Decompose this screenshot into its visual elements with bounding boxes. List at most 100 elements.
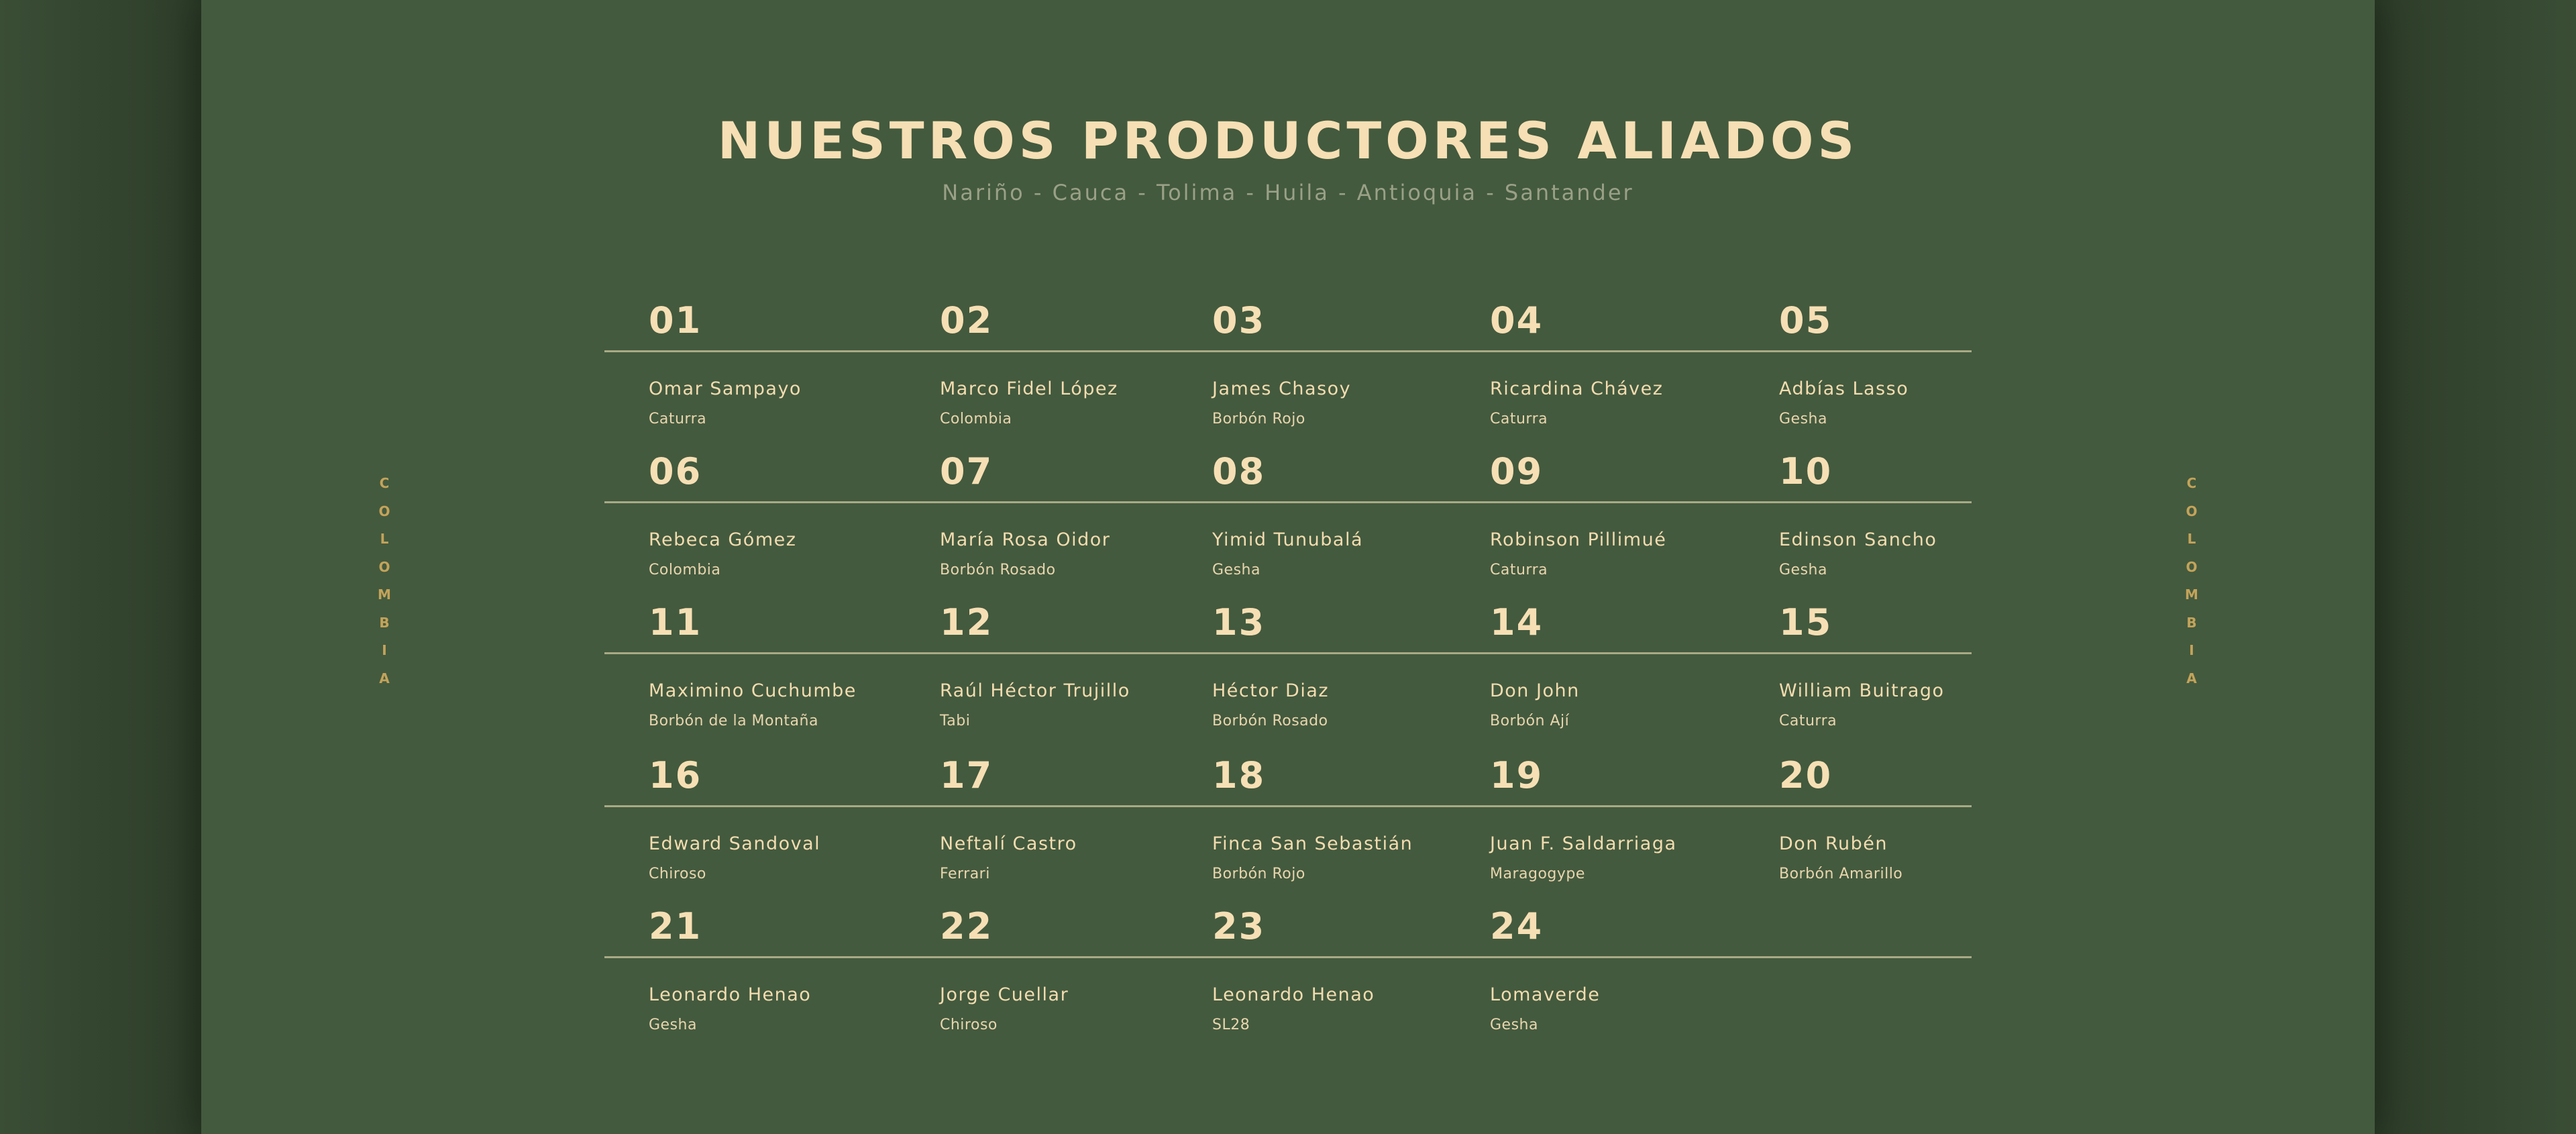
producer-variety: Borbón Ají: [1490, 713, 1570, 729]
producer-variety: Borbón Amarillo: [1779, 866, 1903, 882]
producer-variety: Borbón Rojo: [1212, 411, 1305, 427]
producer-variety: Gesha: [649, 1017, 697, 1033]
producer-number: 14: [1490, 601, 1544, 643]
producer-variety: Chiroso: [940, 1017, 998, 1033]
producer-variety: Borbón de la Montaña: [649, 713, 818, 729]
producer-number: 08: [1212, 450, 1266, 493]
side-letter: O: [2186, 558, 2198, 575]
producer-variety: Caturra: [1490, 562, 1548, 578]
producer-name: Edinson Sancho: [1779, 529, 1937, 550]
producer-row: 06 Rebeca Gómez Colombia 07 María Rosa Oidor…: [604, 450, 1972, 603]
producer-number: 05: [1779, 299, 1833, 342]
producer-variety: Caturra: [649, 411, 707, 427]
producer-number: 23: [1212, 905, 1266, 947]
producer-number: 19: [1490, 754, 1544, 796]
producer-name: Don John: [1490, 680, 1580, 701]
producer-number: 17: [940, 754, 994, 796]
side-letter: A: [379, 670, 390, 686]
producer-number: 13: [1212, 601, 1266, 643]
producer-name: María Rosa Oidor: [940, 529, 1111, 550]
producer-name: James Chasoy: [1212, 378, 1352, 399]
side-letter: O: [378, 558, 390, 575]
side-letter: C: [379, 475, 390, 491]
producer-row: 21 Leonardo Henao Gesha 22 Jorge Cuellar Chir…: [604, 905, 1972, 1058]
producer-number: 12: [940, 601, 994, 643]
producer-number: 22: [940, 905, 994, 947]
side-letter: I: [382, 642, 387, 658]
producer-row: 11 Maximino Cuchumbe Borbón de la Montaña 1…: [604, 601, 1972, 754]
row-divider: [604, 350, 1972, 352]
page-title: NUESTROS PRODUCTORES ALIADOS: [717, 111, 1859, 170]
producer-row: 01 Omar Sampayo Caturra 02 Marco Fidel López…: [604, 299, 1972, 452]
producer-name: Maximino Cuchumbe: [649, 680, 857, 701]
producer-row: 16 Edward Sandoval Chiroso 17 Neftalí Castro…: [604, 754, 1972, 907]
producer-number: 06: [649, 450, 702, 493]
producer-name: Héctor Diaz: [1212, 680, 1330, 701]
producer-number: 02: [940, 299, 994, 342]
producer-variety: Gesha: [1779, 562, 1827, 578]
side-letter: M: [2185, 586, 2198, 603]
producer-number: 15: [1779, 601, 1833, 643]
producer-variety: Ferrari: [940, 866, 990, 882]
side-letter: B: [379, 614, 390, 631]
producer-number: 07: [940, 450, 994, 493]
producer-variety: Borbón Rosado: [1212, 713, 1328, 729]
producer-name: Rebeca Gómez: [649, 529, 797, 550]
producer-name: Finca San Sebastián: [1212, 833, 1413, 854]
producer-number: 09: [1490, 450, 1544, 493]
side-letter: L: [380, 531, 389, 547]
producer-number: 01: [649, 299, 702, 342]
row-divider: [604, 501, 1972, 503]
producer-name: Adbías Lasso: [1779, 378, 1909, 399]
main-panel: [201, 0, 2375, 1134]
producer-variety: Tabi: [940, 713, 971, 729]
producer-number: 11: [649, 601, 702, 643]
side-letter: M: [378, 586, 391, 603]
producer-name: Juan F. Saldarriaga: [1490, 833, 1677, 854]
producer-name: Leonardo Henao: [649, 984, 812, 1005]
row-divider: [604, 956, 1972, 958]
producer-variety: Borbón Rosado: [940, 562, 1056, 578]
producer-variety: Caturra: [1779, 713, 1837, 729]
producer-number: 04: [1490, 299, 1544, 342]
producer-variety: Maragogype: [1490, 866, 1585, 882]
producer-variety: SL28: [1212, 1017, 1250, 1033]
side-letter: O: [2186, 503, 2198, 519]
producer-number: 03: [1212, 299, 1266, 342]
side-letter: O: [378, 503, 390, 519]
producer-name: Jorge Cuellar: [940, 984, 1069, 1005]
side-letter: A: [2186, 670, 2197, 686]
producer-number: 20: [1779, 754, 1833, 796]
producer-name: Leonardo Henao: [1212, 984, 1375, 1005]
producer-variety: Caturra: [1490, 411, 1548, 427]
producer-variety: Borbón Rojo: [1212, 866, 1305, 882]
row-divider: [604, 652, 1972, 654]
regions-subtitle: Nariño - Cauca - Tolima - Huila - Antioq…: [942, 180, 1634, 205]
producer-name: William Buitrago: [1779, 680, 1945, 701]
producer-variety: Colombia: [649, 562, 721, 578]
producer-variety: Colombia: [940, 411, 1012, 427]
producer-name: Don Rubén: [1779, 833, 1888, 854]
producer-name: Marco Fidel López: [940, 378, 1118, 399]
producer-number: 21: [649, 905, 702, 947]
producer-name: Edward Sandoval: [649, 833, 821, 854]
producer-name: Ricardina Chávez: [1490, 378, 1664, 399]
producer-number: 24: [1490, 905, 1544, 947]
side-letter: L: [2187, 531, 2196, 547]
producer-name: Yimid Tunubalá: [1212, 529, 1364, 550]
producer-number: 18: [1212, 754, 1266, 796]
producer-name: Robinson Pillimué: [1490, 529, 1667, 550]
producer-name: Raúl Héctor Trujillo: [940, 680, 1130, 701]
producer-name: Neftalí Castro: [940, 833, 1077, 854]
side-letter: B: [2186, 614, 2197, 631]
producer-variety: Gesha: [1212, 562, 1260, 578]
producer-number: 10: [1779, 450, 1833, 493]
producer-variety: Gesha: [1490, 1017, 1538, 1033]
producer-name: Lomaverde: [1490, 984, 1601, 1005]
producer-variety: Gesha: [1779, 411, 1827, 427]
producer-number: 16: [649, 754, 702, 796]
side-letter: C: [2186, 475, 2197, 491]
producer-name: Omar Sampayo: [649, 378, 802, 399]
